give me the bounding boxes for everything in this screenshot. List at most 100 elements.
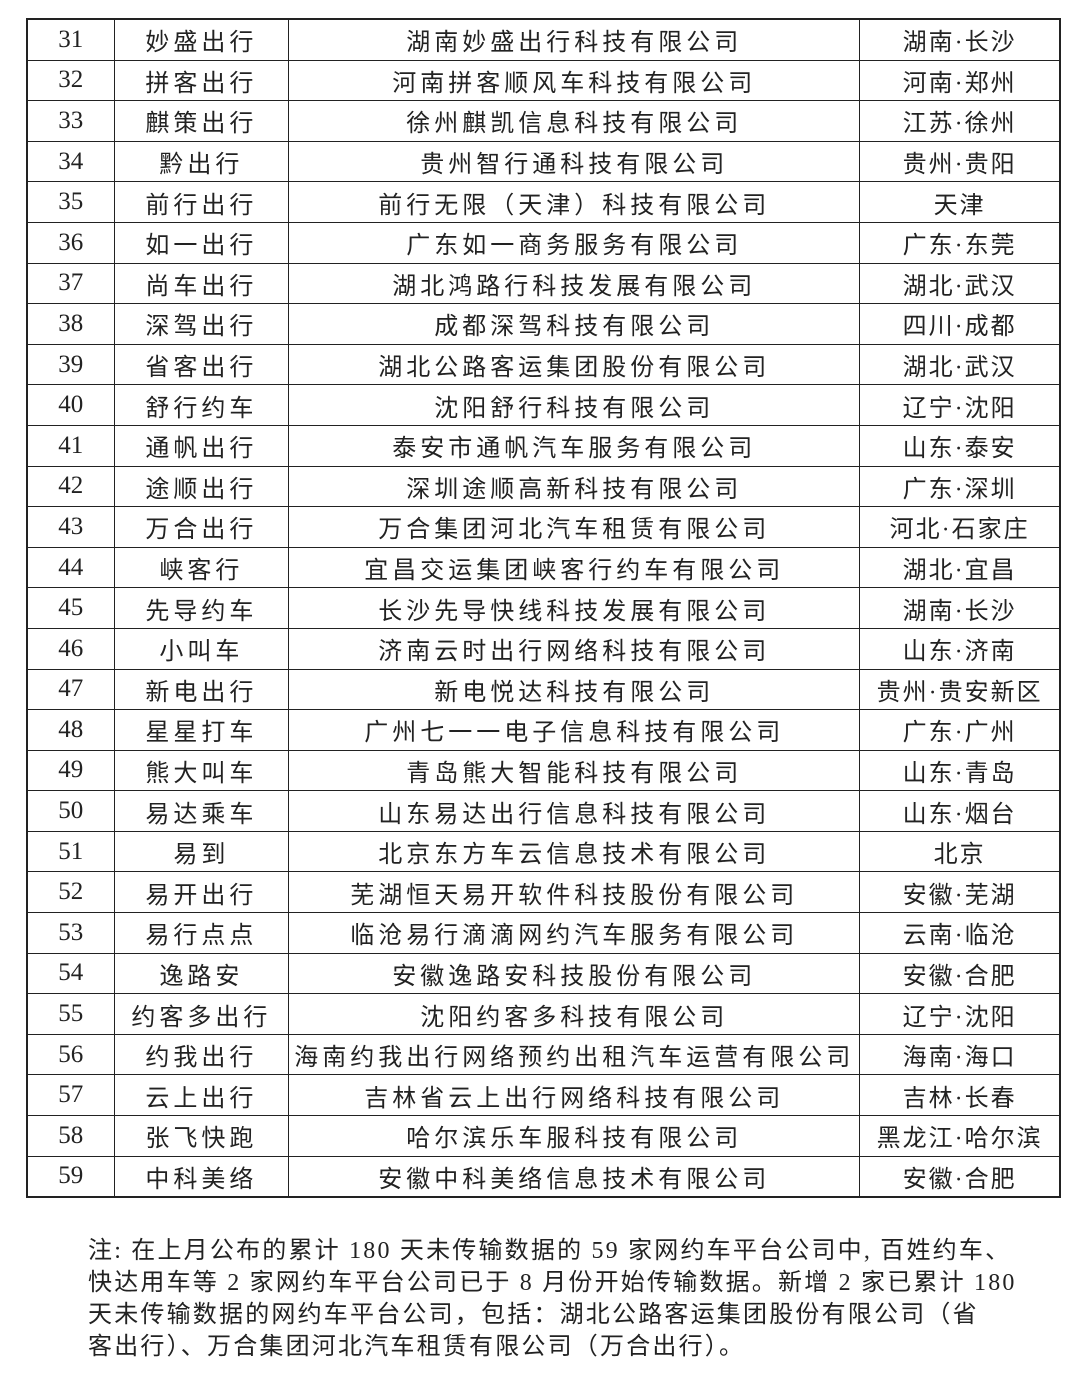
- platform-name: 峡客行: [113, 546, 290, 589]
- company-name: 湖南妙盛出行科技有限公司: [288, 18, 861, 61]
- row-number: 59: [26, 1155, 115, 1198]
- company-name: 广州七一一电子信息科技有限公司: [288, 709, 861, 751]
- company-name: 万合集团河北汽车租赁有限公司: [288, 506, 861, 548]
- company-name: 贵州智行通科技有限公司: [288, 140, 861, 183]
- location: 广东·东莞: [859, 221, 1061, 264]
- platform-name: 中科美络: [113, 1155, 290, 1198]
- table-row: 41 通帆出行 泰安市通帆汽车服务有限公司 山东·泰安: [26, 424, 1061, 467]
- row-number: 52: [26, 871, 115, 914]
- location: 河南·郑州: [859, 59, 1061, 102]
- location: 山东·泰安: [859, 424, 1061, 467]
- row-number: 38: [26, 303, 115, 345]
- platform-name: 易开出行: [113, 871, 290, 914]
- location: 辽宁·沈阳: [859, 993, 1061, 1035]
- row-number: 42: [26, 465, 115, 508]
- company-name: 济南云时出行网络科技有限公司: [288, 627, 861, 670]
- platform-name: 易达乘车: [113, 790, 290, 832]
- table-row: 34 黔出行 贵州智行通科技有限公司 贵州·贵阳: [26, 140, 1061, 183]
- company-name: 长沙先导快线科技发展有限公司: [288, 587, 861, 629]
- company-name: 广东如一商务服务有限公司: [288, 221, 861, 264]
- table-row: 59 中科美络 安徽中科美络信息技术有限公司 安徽·合肥: [26, 1155, 1061, 1198]
- table-row: 37 尚车出行 湖北鸿路行科技发展有限公司 湖北·武汉: [26, 262, 1061, 305]
- table-row: 51 易到 北京东方车云信息技术有限公司 北京: [26, 830, 1061, 873]
- table-row: 50 易达乘车 山东易达出行信息科技有限公司 山东·烟台: [26, 790, 1061, 832]
- company-name: 成都深驾科技有限公司: [288, 303, 861, 345]
- location: 江苏·徐州: [859, 100, 1061, 142]
- company-name: 徐州麒凯信息科技有限公司: [288, 100, 861, 142]
- row-number: 44: [26, 546, 115, 589]
- footnote-line: 注: 在上月公布的累计 180 天未传输数据的 59 家网约车平台公司中, 百姓…: [88, 1238, 1012, 1264]
- company-name: 前行无限（天津）科技有限公司: [288, 181, 861, 223]
- location: 湖南·长沙: [859, 18, 1061, 61]
- platform-name: 易到: [113, 830, 290, 873]
- location: 黑龙江·哈尔滨: [859, 1115, 1061, 1157]
- location: 湖北·宜昌: [859, 546, 1061, 589]
- row-number: 33: [26, 100, 115, 142]
- table-row: 44 峡客行 宜昌交运集团峡客行约车有限公司 湖北·宜昌: [26, 546, 1061, 589]
- location: 安徽·合肥: [859, 1155, 1061, 1198]
- location: 北京: [859, 830, 1061, 873]
- company-name: 湖北公路客运集团股份有限公司: [288, 343, 861, 386]
- company-name: 哈尔滨乐车服科技有限公司: [288, 1115, 861, 1157]
- platform-name: 妙盛出行: [113, 18, 290, 61]
- platform-name: 尚车出行: [113, 262, 290, 305]
- location: 云南·临沧: [859, 912, 1061, 954]
- platform-name: 星星打车: [113, 709, 290, 751]
- platform-name: 深驾出行: [113, 303, 290, 345]
- company-name: 芜湖恒天易开软件科技股份有限公司: [288, 871, 861, 914]
- company-name: 海南约我出行网络预约出租汽车运营有限公司: [288, 1033, 861, 1076]
- row-number: 56: [26, 1033, 115, 1076]
- location: 山东·济南: [859, 627, 1061, 670]
- row-number: 46: [26, 627, 115, 670]
- table-row: 58 张飞快跑 哈尔滨乐车服科技有限公司 黑龙江·哈尔滨: [26, 1115, 1061, 1157]
- table-row: 42 途顺出行 深圳途顺高新科技有限公司 广东·深圳: [26, 465, 1061, 508]
- table-row: 32 拼客出行 河南拼客顺风车科技有限公司 河南·郑州: [26, 59, 1061, 102]
- row-number: 43: [26, 506, 115, 548]
- platform-name: 如一出行: [113, 221, 290, 264]
- company-name: 吉林省云上出行网络科技有限公司: [288, 1074, 861, 1117]
- row-number: 31: [26, 18, 115, 61]
- row-number: 51: [26, 830, 115, 873]
- platform-name: 先导约车: [113, 587, 290, 629]
- table-row: 38 深驾出行 成都深驾科技有限公司 四川·成都: [26, 303, 1061, 345]
- company-name: 深圳途顺高新科技有限公司: [288, 465, 861, 508]
- location: 安徽·芜湖: [859, 871, 1061, 914]
- company-name: 宜昌交运集团峡客行约车有限公司: [288, 546, 861, 589]
- platform-name: 麒策出行: [113, 100, 290, 142]
- location: 海南·海口: [859, 1033, 1061, 1076]
- row-number: 37: [26, 262, 115, 305]
- row-number: 57: [26, 1074, 115, 1117]
- row-number: 34: [26, 140, 115, 183]
- row-number: 40: [26, 384, 115, 426]
- row-number: 53: [26, 912, 115, 954]
- platform-name: 通帆出行: [113, 424, 290, 467]
- company-name: 山东易达出行信息科技有限公司: [288, 790, 861, 832]
- row-number: 54: [26, 952, 115, 995]
- company-name: 安徽中科美络信息技术有限公司: [288, 1155, 861, 1198]
- platform-name: 拼客出行: [113, 59, 290, 102]
- table-row: 52 易开出行 芜湖恒天易开软件科技股份有限公司 安徽·芜湖: [26, 871, 1061, 914]
- company-name: 沈阳约客多科技有限公司: [288, 993, 861, 1035]
- table-row: 48 星星打车 广州七一一电子信息科技有限公司 广东·广州: [26, 709, 1061, 751]
- platform-name: 黔出行: [113, 140, 290, 183]
- row-number: 58: [26, 1115, 115, 1157]
- footnote-line: 客出行）、万合集团河北汽车租赁有限公司（万合出行）。: [88, 1334, 746, 1360]
- footnote: 注: 在上月公布的累计 180 天未传输数据的 59 家网约车平台公司中, 百姓…: [88, 1235, 1014, 1363]
- platform-name: 云上出行: [113, 1074, 290, 1117]
- company-name: 泰安市通帆汽车服务有限公司: [288, 424, 861, 467]
- row-number: 36: [26, 221, 115, 264]
- table-row: 46 小叫车 济南云时出行网络科技有限公司 山东·济南: [26, 627, 1061, 670]
- location: 广东·广州: [859, 709, 1061, 751]
- platform-table: 31 妙盛出行 湖南妙盛出行科技有限公司 湖南·长沙 32 拼客出行 河南拼客顺风车科技有限…: [26, 18, 1061, 1199]
- company-name: 北京东方车云信息技术有限公司: [288, 830, 861, 873]
- row-number: 55: [26, 993, 115, 1035]
- table-row: 43 万合出行 万合集团河北汽车租赁有限公司 河北·石家庄: [26, 506, 1061, 548]
- table-row: 53 易行点点 临沧易行滴滴网约汽车服务有限公司 云南·临沧: [26, 912, 1061, 954]
- location: 广东·深圳: [859, 465, 1061, 508]
- row-number: 32: [26, 59, 115, 102]
- company-name: 临沧易行滴滴网约汽车服务有限公司: [288, 912, 861, 954]
- platform-name: 易行点点: [113, 912, 290, 954]
- location: 四川·成都: [859, 303, 1061, 345]
- platform-name: 万合出行: [113, 506, 290, 548]
- platform-name: 熊大叫车: [113, 749, 290, 792]
